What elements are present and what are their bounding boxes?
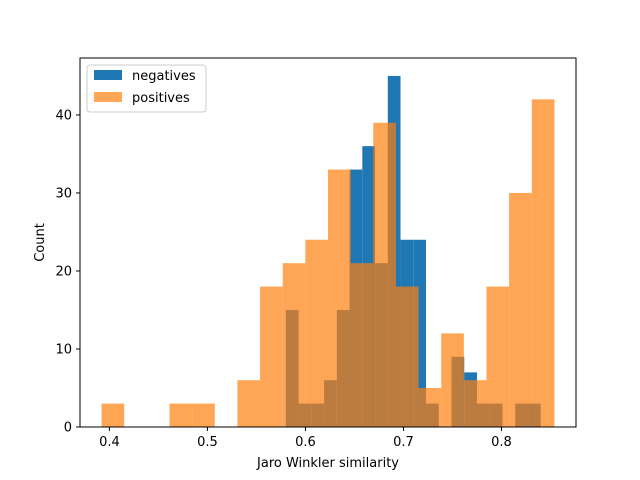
bar-positives-19 [531,99,555,427]
y-tick-label: 10 [55,342,72,357]
x-tick-label: 0.4 [99,435,120,450]
bar-positives-17 [486,286,510,427]
x-tick-label: 0.7 [393,435,414,450]
x-axis-label: Jaro Winkler similarity [256,456,399,471]
bar-positives-16 [463,380,487,427]
y-tick-label: 20 [55,264,72,279]
bars-layer [101,75,555,427]
legend-swatch-negatives [94,70,122,80]
bar-positives-0 [101,403,125,427]
bar-positives-15 [441,333,464,427]
bar-positives-10 [328,169,351,427]
ticks-layer: 0.4 0.5 0.6 0.7 0.8 0 10 20 30 40 [55,108,511,450]
bar-positives-3 [169,403,193,427]
x-tick-label: 0.6 [295,435,316,450]
bar-positives-13 [395,286,419,427]
bar-positives-18 [509,192,532,427]
legend-label-positives: positives [132,91,190,106]
bar-positives-7 [260,286,283,427]
x-tick-label: 0.8 [491,435,512,450]
legend: negatives positives [86,64,207,113]
bar-positives-4 [192,403,215,427]
legend-swatch-positives [94,92,122,102]
bar-positives-9 [305,239,328,427]
bar-positives-12 [373,122,396,427]
plot-frame [79,57,577,428]
y-tick-label: 30 [55,186,72,201]
y-tick-label: 40 [55,108,72,123]
bar-positives-11 [350,263,374,427]
legend-label-negatives: negatives [132,69,196,84]
y-axis-label: Count [33,223,48,262]
bar-positives-8 [282,263,306,427]
y-tick-label: 0 [64,421,72,436]
bar-positives-6 [237,380,261,427]
bar-positives-14 [418,387,442,427]
x-tick-label: 0.5 [197,435,218,450]
